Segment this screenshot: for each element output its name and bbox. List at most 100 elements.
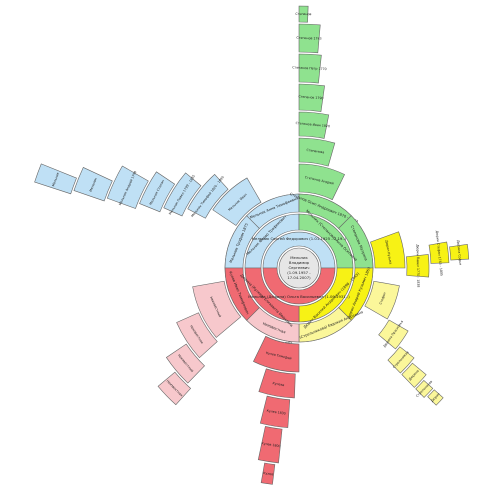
ring1-bottom-shape — [262, 267, 336, 305]
ring3-sw1[interactable]: Кулев Иван Тимофеевич — [224, 267, 260, 321]
center-line: Мельник — [290, 255, 308, 260]
branch-g7-label: Степанов — [295, 12, 311, 16]
branch-g3[interactable]: Степанов Иван 1820 — [295, 111, 330, 139]
branch-g5[interactable]: Степанов Петр 1770 — [292, 53, 327, 84]
ring3-sw1-shape — [224, 267, 260, 321]
branch-r4-shape — [257, 426, 283, 464]
branch-y4-label: Дюрин Павел 1770 - 1838 — [416, 244, 421, 287]
branch-p4[interactable]: Неизвестная — [157, 371, 192, 406]
ring1-top-label: Мельник Сергей Федорович (1.01.1925 - 1.… — [252, 236, 347, 241]
ring1-bottom[interactable]: Мельник (Дюрина) Ольга Васильевна (1.09.… — [248, 267, 350, 305]
branch-y10[interactable]: Дюрин — [427, 389, 444, 406]
branch-b4-shape — [139, 171, 176, 213]
ring1-top[interactable]: Мельник Сергей Федорович (1.01.1925 - 1.… — [252, 231, 347, 269]
branch-y4[interactable]: Дюрин Павел 1770 - 1838 — [406, 244, 430, 287]
branch-y8-shape — [401, 362, 427, 388]
branch-y3-shape — [378, 319, 409, 350]
branch-g4-shape — [298, 83, 325, 112]
branch-g6-shape — [298, 23, 321, 54]
branch-r4-label: Кулев 1800 — [261, 441, 281, 448]
branch-y2[interactable]: Дюрин Кузьма — [370, 231, 406, 269]
branch-y9-shape — [415, 379, 434, 398]
branch-b4[interactable]: Мельник Степан — [139, 171, 176, 213]
branch-r3-label: Кулев 1830 — [266, 409, 286, 416]
branch-y7[interactable]: Стрельников — [387, 346, 415, 374]
branch-p3-shape — [165, 343, 205, 384]
branch-g5-shape — [298, 53, 322, 84]
branch-g1[interactable]: Степанов Андрей — [298, 163, 345, 201]
branch-y10-label: Дюрин — [430, 392, 441, 403]
branch-r2-label: Кулева — [272, 381, 285, 387]
center-line: Сергеевич — [288, 265, 309, 270]
branch-y4-shape — [406, 254, 430, 278]
branch-r2-shape — [258, 368, 296, 399]
branch-r1-label: Кулев Тимофей — [266, 351, 292, 361]
branch-g6[interactable]: Степанов 1743 — [296, 23, 322, 54]
center-line: 17.04.2007) — [287, 275, 311, 280]
center-circle — [278, 247, 320, 289]
branch-y6-shape — [449, 244, 470, 261]
branch-g6-label: Степанов 1743 — [296, 36, 321, 41]
branch-r5-label: Кулев — [263, 471, 274, 476]
branch-y6[interactable]: Дюрина Софья — [449, 240, 470, 265]
branch-y3[interactable]: Дюрина Прасковья — [378, 319, 409, 350]
center-line: Владимир — [289, 260, 310, 265]
branch-y10-shape — [427, 389, 444, 406]
branch-r4[interactable]: Кулев 1800 — [257, 426, 283, 464]
branch-g2-shape — [298, 137, 336, 167]
ring2-sw-shape — [244, 267, 300, 323]
branch-y5-shape — [428, 241, 450, 264]
branch-b3-shape — [163, 172, 202, 217]
branch-g2-label: Степанова — [306, 148, 324, 154]
branch-g1-label: Степанов Андрей — [304, 175, 334, 186]
branch-y1-label: Стефан — [379, 292, 387, 305]
branch-y8[interactable]: Дюрина — [401, 362, 427, 388]
branch-p3[interactable]: Неизвестный — [165, 343, 205, 384]
branch-r3-shape — [259, 395, 291, 428]
branch-g4-label: Степанов 1790 — [298, 95, 323, 101]
branch-y1[interactable]: Стефан — [364, 280, 400, 320]
ring3-nw1[interactable]: Мельник Трофим 1875 — [224, 215, 260, 269]
branch-p2-shape — [176, 312, 218, 359]
branch-g5-label: Степанов Петр 1770 — [292, 65, 327, 71]
branch-g4[interactable]: Степанов 1790 — [298, 83, 325, 112]
branch-y1-shape — [364, 280, 400, 320]
branch-p1[interactable]: Неизвестный — [192, 280, 242, 338]
branch-b1[interactable]: Мельник Иван — [212, 177, 262, 226]
branch-b7[interactable]: Мельник — [34, 163, 77, 195]
branch-y7-shape — [387, 346, 415, 374]
branch-r2[interactable]: Кулева — [258, 368, 296, 399]
center-line: (1.09.1957 - — [287, 270, 311, 275]
branch-b7-shape — [34, 163, 77, 195]
ring3-ne2[interactable]: Степанова Матрена — [338, 215, 374, 269]
ring1-bottom-label: Мельник (Дюрина) Ольга Васильевна (1.09.… — [248, 294, 350, 299]
branch-p1-shape — [192, 280, 242, 338]
ring1-top-shape — [262, 231, 336, 269]
branch-g7[interactable]: Степанов — [295, 5, 312, 23]
branch-y6-label: Дюрина Софья — [456, 240, 462, 265]
branch-r5[interactable]: Кулев — [260, 462, 276, 485]
branch-y2-label: Дюрин Кузьма — [385, 240, 393, 265]
branch-y2-shape — [370, 231, 406, 269]
branch-r1[interactable]: Кулев Тимофей — [253, 335, 300, 373]
branch-b5[interactable]: Мельник Андрей 1758 — [106, 165, 149, 209]
branch-b6-shape — [73, 167, 113, 202]
branch-g7-shape — [298, 5, 309, 23]
branch-p2[interactable]: Неизвестная — [176, 312, 218, 359]
branch-g3-shape — [298, 111, 330, 139]
branch-b7-label: Мельник — [51, 172, 60, 187]
branch-r3[interactable]: Кулев 1830 — [259, 395, 291, 428]
branch-g1-shape — [298, 163, 345, 201]
branch-b6-label: Мельник — [89, 177, 98, 192]
branch-b2-shape — [187, 173, 229, 219]
branch-g3-label: Степанов Иван 1820 — [295, 121, 330, 128]
branch-r5-shape — [260, 462, 276, 485]
branch-g2[interactable]: Степанова — [298, 137, 336, 167]
branch-b6[interactable]: Мельник — [73, 167, 113, 202]
branch-y5[interactable]: Дюрин Стефан 1745 - 1805 — [428, 230, 450, 276]
branch-p4-shape — [157, 371, 192, 406]
branch-b5-shape — [106, 165, 149, 209]
branch-y5-label: Дюрин Стефан 1745 - 1805 — [435, 230, 444, 276]
